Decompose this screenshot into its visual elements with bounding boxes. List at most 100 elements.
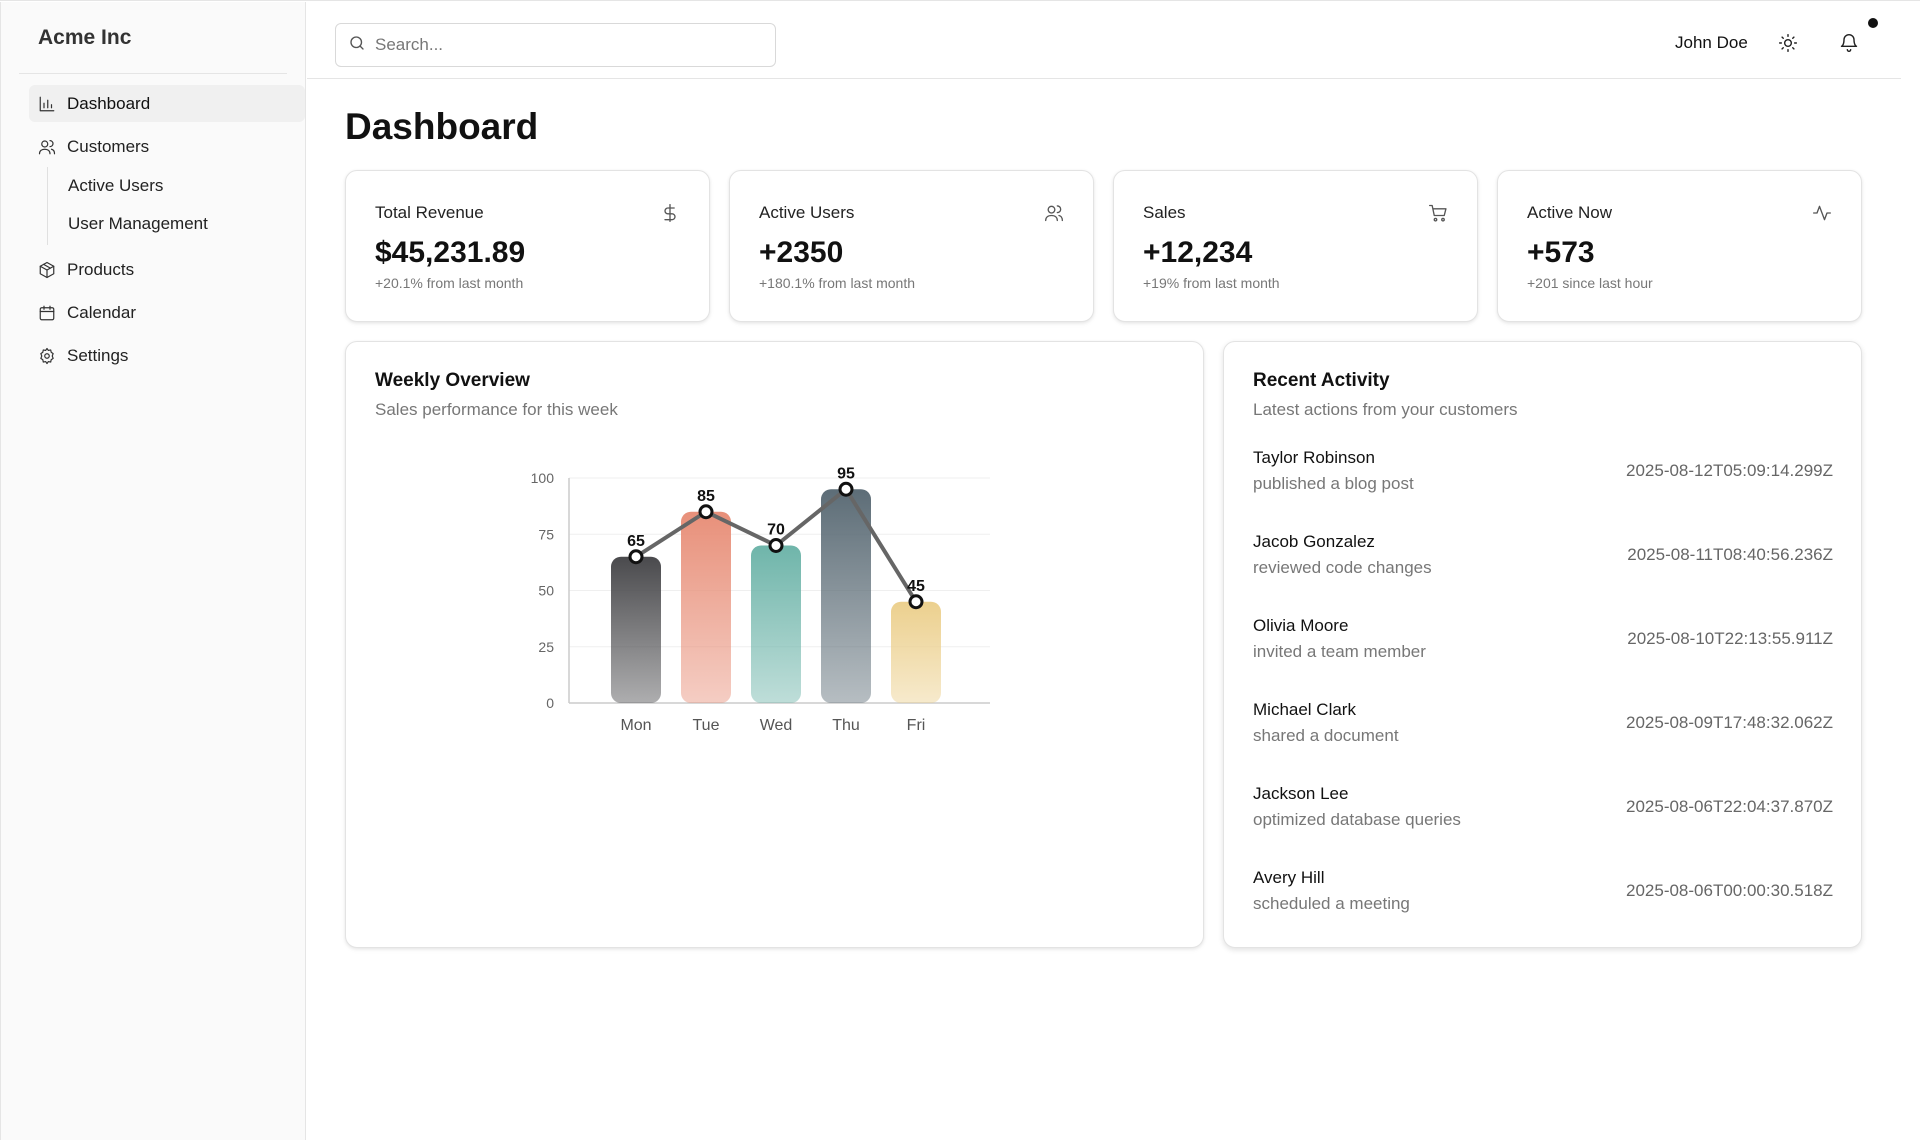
- bell-icon: [1839, 34, 1859, 57]
- calendar-icon: [38, 304, 56, 322]
- activity-icon: [1812, 203, 1832, 223]
- stat-value: +573: [1527, 236, 1595, 269]
- activity-timestamp: 2025-08-06T22:04:37.870Z: [1626, 797, 1833, 816]
- stat-value: +2350: [759, 236, 844, 269]
- chart-point: [838, 481, 854, 497]
- chart-bar-tue: [681, 511, 731, 703]
- activity-timestamp: 2025-08-06T00:00:30.518Z: [1626, 881, 1833, 900]
- chart-point: [628, 549, 644, 565]
- activity-action: invited a team member: [1253, 642, 1426, 661]
- y-tick-label: 0: [546, 695, 554, 711]
- card-title: Weekly Overview: [375, 370, 530, 391]
- sidebar-item-customers[interactable]: Customers: [29, 128, 305, 165]
- stat-title: Active Users: [759, 203, 855, 222]
- stat-card-total-revenue: Total Revenue $45,231.89 +20.1% from las…: [345, 170, 710, 322]
- y-tick-label: 100: [531, 470, 555, 486]
- list-item: Jacob Gonzalez reviewed code changes 202…: [1253, 532, 1833, 616]
- stat-subtext: +19% from last month: [1143, 275, 1280, 291]
- brand-name: Acme Inc: [19, 2, 287, 74]
- users-icon: [38, 138, 56, 156]
- cart-icon: [1428, 203, 1448, 223]
- sidebar-item-settings[interactable]: Settings: [29, 337, 305, 374]
- y-tick-label: 75: [538, 526, 554, 542]
- x-tick-label: Wed: [760, 717, 793, 734]
- sidebar-item-label: Products: [67, 259, 135, 279]
- x-tick-label: Thu: [832, 717, 860, 734]
- x-tick-label: Tue: [693, 717, 720, 734]
- notifications-button[interactable]: [1839, 33, 1861, 55]
- activity-timestamp: 2025-08-10T22:13:55.911Z: [1627, 629, 1833, 648]
- search-input[interactable]: Search...: [335, 23, 776, 67]
- list-item: Taylor Robinson published a blog post 20…: [1253, 448, 1833, 532]
- x-tick-label: Mon: [620, 717, 651, 734]
- activity-action: published a blog post: [1253, 474, 1414, 493]
- chart-bar-thu: [821, 489, 871, 703]
- sidebar-item-label: Customers: [67, 136, 150, 156]
- data-label: 70: [767, 522, 785, 539]
- search-placeholder: Search...: [375, 35, 444, 54]
- activity-list: Taylor Robinson published a blog post 20…: [1253, 448, 1833, 952]
- sun-icon: [1778, 33, 1798, 57]
- theme-toggle-button[interactable]: [1778, 33, 1800, 55]
- sidebar-nav: Dashboard Customers Active Users User Ma…: [1, 74, 305, 374]
- list-item: Michael Clark shared a document 2025-08-…: [1253, 700, 1833, 784]
- activity-user: Jacob Gonzalez: [1253, 532, 1375, 551]
- weekly-sales-chart: 0 25 50 75 100 Mon Tue Wed Thu Fri 65 85 70 95 45: [531, 465, 990, 734]
- stat-title: Sales: [1143, 203, 1186, 222]
- stat-card-active-now: Active Now +573 +201 since last hour: [1497, 170, 1862, 322]
- data-label: 65: [627, 533, 645, 550]
- sidebar: Acme Inc Dashboard Customers Active User…: [0, 2, 306, 1140]
- activity-action: shared a document: [1253, 726, 1399, 745]
- sidebar-item-label: Calendar: [67, 302, 136, 322]
- chart-point: [698, 504, 714, 520]
- sidebar-subitem-user-management[interactable]: User Management: [68, 214, 208, 233]
- stat-title: Total Revenue: [375, 203, 484, 222]
- topbar: Search... John Doe: [307, 2, 1901, 79]
- notification-badge: [1868, 18, 1878, 28]
- customers-subnav: Active Users User Management: [47, 167, 305, 245]
- chart-point: [768, 538, 784, 553]
- stat-value: $45,231.89: [375, 236, 526, 269]
- bar-chart-icon: [38, 95, 56, 113]
- activity-timestamp: 2025-08-12T05:09:14.299Z: [1626, 461, 1833, 480]
- activity-user: Olivia Moore: [1253, 616, 1349, 635]
- stat-card-sales: Sales +12,234 +19% from last month: [1113, 170, 1478, 322]
- activity-action: scheduled a meeting: [1253, 894, 1410, 913]
- sidebar-item-label: Dashboard: [67, 93, 151, 113]
- data-label: 95: [837, 465, 855, 482]
- activity-user: Michael Clark: [1253, 700, 1356, 719]
- activity-user: Avery Hill: [1253, 868, 1325, 887]
- sidebar-item-calendar[interactable]: Calendar: [29, 294, 305, 331]
- y-tick-label: 25: [538, 639, 554, 655]
- card-description: Sales performance for this week: [375, 400, 618, 419]
- stat-title: Active Now: [1527, 203, 1613, 222]
- stat-card-active-users: Active Users +2350 +180.1% from last mon…: [729, 170, 1094, 322]
- search-icon: [348, 34, 366, 57]
- list-item: Avery Hill scheduled a meeting 2025-08-0…: [1253, 868, 1833, 952]
- list-item: Olivia Moore invited a team member 2025-…: [1253, 616, 1833, 700]
- activity-action: optimized database queries: [1253, 810, 1461, 829]
- stat-subtext: +201 since last hour: [1527, 275, 1653, 291]
- activity-user: Taylor Robinson: [1253, 448, 1375, 467]
- dollar-icon: [660, 203, 680, 223]
- stat-subtext: +180.1% from last month: [759, 275, 916, 291]
- card-description: Latest actions from your customers: [1253, 400, 1518, 419]
- sidebar-item-products[interactable]: Products: [29, 251, 305, 288]
- list-item: Jackson Lee optimized database queries 2…: [1253, 784, 1833, 868]
- activity-action: reviewed code changes: [1253, 558, 1432, 577]
- card-title: Recent Activity: [1253, 370, 1390, 391]
- y-tick-label: 50: [538, 583, 554, 599]
- stat-subtext: +20.1% from last month: [375, 275, 524, 291]
- page-title: Dashboard: [345, 106, 539, 147]
- chart-bar-wed: [751, 545, 801, 703]
- sidebar-item-dashboard[interactable]: Dashboard: [29, 85, 305, 122]
- data-label: 85: [697, 488, 715, 505]
- package-icon: [38, 261, 56, 279]
- sidebar-subitem-active-users[interactable]: Active Users: [68, 176, 164, 195]
- user-name[interactable]: John Doe: [1675, 33, 1748, 52]
- sidebar-item-label: Settings: [67, 345, 129, 365]
- activity-timestamp: 2025-08-11T08:40:56.236Z: [1627, 545, 1833, 564]
- stat-value: +12,234: [1143, 236, 1253, 269]
- chart-point: [908, 594, 924, 610]
